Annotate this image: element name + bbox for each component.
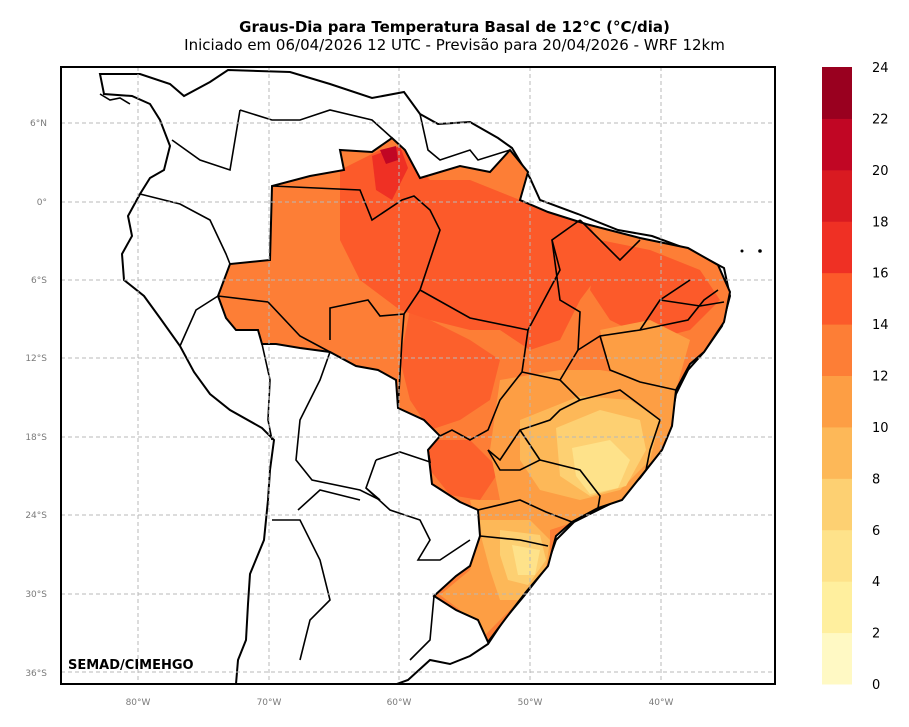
colorbar-swatch xyxy=(822,632,852,685)
colorbar-tick-label: 16 xyxy=(872,267,889,282)
lat-label: 6°N xyxy=(30,119,47,129)
colorbar-swatch xyxy=(822,581,852,634)
colorbar-tick-label: 10 xyxy=(872,421,889,436)
state-borders xyxy=(216,136,732,644)
graticule xyxy=(61,67,775,684)
colorbar-tick-label: 0 xyxy=(872,678,880,693)
lat-label: 0° xyxy=(37,198,47,208)
colorbar-swatch xyxy=(822,221,852,274)
colorbar-swatch xyxy=(822,324,852,376)
lon-label: 80°W xyxy=(126,698,151,708)
colorbar-swatch xyxy=(822,272,852,325)
lat-label: 12°S xyxy=(25,354,47,364)
colorbar-tick-label: 12 xyxy=(872,370,889,385)
colorbar-tick-label: 22 xyxy=(872,112,889,127)
map-subtitle: Iniciado em 06/04/2026 12 UTC - Previsão… xyxy=(184,36,725,54)
lat-label: 36°S xyxy=(25,669,47,679)
colorbar-swatch xyxy=(822,529,852,582)
lat-label: 30°S xyxy=(25,590,47,600)
lat-label: 24°S xyxy=(25,511,47,521)
colorbar-swatch xyxy=(822,426,852,479)
lon-label: 40°W xyxy=(649,698,674,708)
lon-label: 60°W xyxy=(387,698,412,708)
colorbar-swatch xyxy=(822,478,852,531)
lat-label: 18°S xyxy=(25,433,47,443)
longitude-labels: 80°W 70°W 60°W 50°W 40°W xyxy=(126,698,674,708)
colorbar-tick-label: 24 xyxy=(872,61,889,76)
colorbar-tick-label: 14 xyxy=(872,318,889,333)
country-borders xyxy=(99,93,511,661)
colorbar-swatch xyxy=(822,375,852,428)
map-title: Graus-Dia para Temperatura Basal de 12°C… xyxy=(239,18,670,36)
map-frame xyxy=(60,66,776,685)
lon-label: 50°W xyxy=(518,698,543,708)
colorbar-tick-label: 6 xyxy=(872,524,880,539)
credit-label: SEMAD/CIMEHGO xyxy=(68,658,194,673)
lon-label: 70°W xyxy=(257,698,282,708)
colorbar-swatch xyxy=(822,67,852,119)
colorbar-swatch xyxy=(822,169,852,222)
colorbar-tick-label: 4 xyxy=(872,575,880,590)
colorbar-tick-label: 20 xyxy=(872,164,889,179)
colorbar-swatch xyxy=(822,118,852,171)
colorbar-tick-label: 18 xyxy=(872,215,889,230)
lat-label: 6°S xyxy=(31,276,47,286)
colorbar-tick-label: 2 xyxy=(872,627,880,642)
latitude-labels: 6°N 0° 6°S 12°S 18°S 24°S 30°S 36°S xyxy=(25,119,47,679)
colorbar-tick-label: 8 xyxy=(872,472,880,487)
